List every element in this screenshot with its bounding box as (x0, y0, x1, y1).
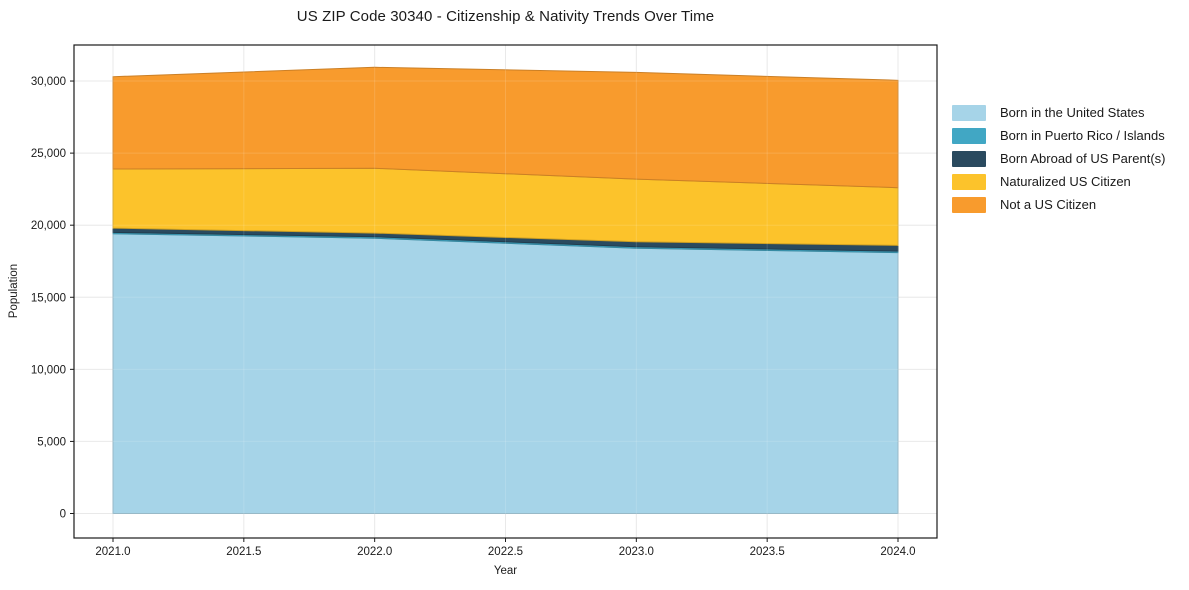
legend: Born in the United States Born in Puerto … (952, 105, 1165, 213)
x-tick-label: 2022.0 (357, 546, 392, 558)
y-axis-label: Population (8, 263, 20, 319)
y-tick-label: 30,000 (31, 76, 66, 88)
x-tick-label: 2024.0 (880, 546, 915, 558)
legend-label: Born in the United States (1000, 105, 1145, 120)
legend-item: Naturalized US Citizen (952, 174, 1165, 190)
y-tick-label: 10,000 (31, 364, 66, 376)
legend-swatch (952, 174, 986, 190)
legend-item: Not a US Citizen (952, 197, 1165, 213)
x-tick-label: 2021.5 (226, 546, 261, 558)
y-tick-label: 15,000 (31, 292, 66, 304)
y-tick-label: 20,000 (31, 220, 66, 232)
legend-swatch (952, 197, 986, 213)
area-series-not-a-us-citizen (112, 66, 899, 189)
legend-swatch (952, 105, 986, 121)
legend-item: Born in Puerto Rico / Islands (952, 128, 1165, 144)
legend-swatch (952, 128, 986, 144)
x-axis-label: Year (493, 565, 518, 577)
legend-item: Born in the United States (952, 105, 1165, 121)
x-tick-label: 2022.5 (488, 546, 523, 558)
chart-title: US ZIP Code 30340 - Citizenship & Nativi… (296, 8, 715, 25)
x-tick-label: 2021.0 (95, 546, 130, 558)
legend-label: Born Abroad of US Parent(s) (1000, 151, 1166, 166)
legend-item: Born Abroad of US Parent(s) (952, 151, 1165, 167)
legend-swatch (952, 151, 986, 167)
y-tick-label: 25,000 (31, 148, 66, 160)
x-tick-label: 2023.0 (619, 546, 654, 558)
y-tick-label: 5,000 (37, 436, 66, 448)
legend-label: Born in Puerto Rico / Islands (1000, 128, 1165, 143)
x-tick-label: 2023.5 (750, 546, 785, 558)
legend-label: Naturalized US Citizen (1000, 174, 1131, 189)
y-tick-label: 0 (60, 508, 66, 520)
legend-label: Not a US Citizen (1000, 197, 1097, 212)
